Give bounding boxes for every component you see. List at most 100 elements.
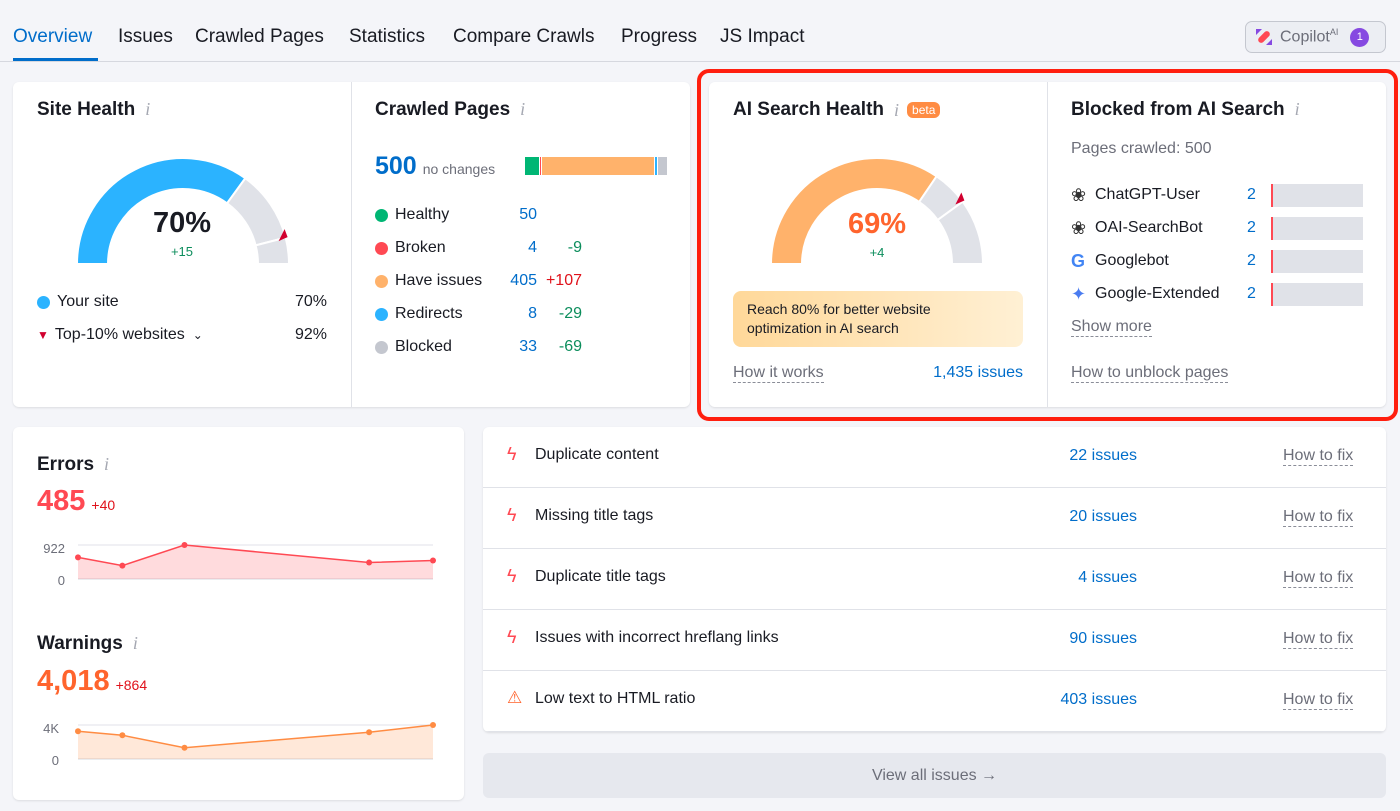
issue-label[interactable]: Duplicate content: [535, 446, 659, 463]
how-to-fix-link[interactable]: How to fix: [1283, 569, 1354, 588]
tab-compare-crawls[interactable]: Compare Crawls: [453, 26, 595, 47]
how-it-works-link[interactable]: How it works: [733, 364, 824, 383]
copilot-button[interactable]: CopilotAI 1: [1245, 21, 1386, 53]
issue-count[interactable]: 4 issues: [1078, 569, 1137, 586]
how-to-fix-link[interactable]: How to fix: [1283, 691, 1354, 710]
site-health-card: Site Health i 70% +15 Your site 70% ▼ Top-1…: [13, 82, 690, 407]
gauge-marker-icon: [955, 192, 965, 205]
unblock-pages-link[interactable]: How to unblock pages: [1071, 364, 1229, 383]
tab-issues[interactable]: Issues: [118, 26, 173, 47]
issue-count[interactable]: 403 issues: [1060, 691, 1138, 708]
errors-warnings-card: Errors i 485 +40 922 0 Warnings i 4,018 +864…: [13, 427, 464, 800]
tab-js-impact[interactable]: JS Impact: [720, 26, 805, 47]
data-point[interactable]: [119, 732, 126, 739]
tab-overview[interactable]: Overview: [13, 26, 93, 47]
status-dot: [375, 208, 388, 222]
show-more-link[interactable]: Show more: [1071, 318, 1152, 337]
copilot-icon: [1256, 29, 1272, 45]
legend-value: 92%: [294, 326, 327, 343]
how-to-fix-link[interactable]: How to fix: [1283, 630, 1354, 649]
status-dot: [375, 274, 388, 288]
stacked-bar-segment: [542, 157, 654, 175]
crawled-item[interactable]: Redirects 8 -29: [375, 304, 595, 324]
bot-row: ✦ Google-Extended 2: [1071, 282, 1363, 306]
data-point[interactable]: [430, 557, 436, 564]
status-dot: [375, 307, 388, 321]
bot-value[interactable]: 2: [1247, 252, 1256, 269]
bot-name: ChatGPT-User: [1095, 186, 1200, 203]
crawled-item[interactable]: Healthy 50: [375, 205, 595, 225]
bot-value[interactable]: 2: [1247, 186, 1256, 203]
issue-count[interactable]: 22 issues: [1069, 447, 1137, 464]
data-point[interactable]: [366, 559, 373, 566]
crawled-item-value: 33: [519, 338, 537, 355]
data-point[interactable]: [75, 554, 81, 561]
error-icon: ϟ: [507, 444, 517, 464]
info-icon[interactable]: i: [520, 99, 526, 119]
divider: [351, 82, 352, 407]
ai-health-value: 69%: [847, 208, 907, 240]
tab-progress[interactable]: Progress: [621, 26, 698, 47]
legend-top10: ▼ Top-10% websites ⌄ 92%: [37, 325, 327, 345]
data-point[interactable]: [366, 729, 373, 736]
data-point[interactable]: [181, 744, 188, 751]
errors-value[interactable]: 485: [37, 485, 86, 517]
crawled-total[interactable]: 500: [375, 152, 417, 180]
crawled-item-delta: -29: [558, 305, 582, 322]
issue-label[interactable]: Low text to HTML ratio: [535, 690, 696, 707]
data-point[interactable]: [181, 542, 188, 548]
warnings-y-max: 4K: [43, 721, 59, 736]
warnings-value[interactable]: 4,018: [37, 665, 110, 697]
bot-value[interactable]: 2: [1247, 285, 1256, 302]
info-icon[interactable]: i: [894, 99, 900, 120]
copilot-count-badge: 1: [1350, 27, 1370, 47]
crawled-item[interactable]: Have issues 405 +107: [375, 271, 595, 291]
blocked-title: Blocked from AI Search: [1071, 99, 1285, 120]
ai-notice: Reach 80% for better website optimizatio…: [733, 291, 1023, 347]
issue-label[interactable]: Issues with incorrect hreflang links: [535, 629, 779, 646]
tab-statistics[interactable]: Statistics: [349, 26, 426, 47]
issue-label[interactable]: Missing title tags: [535, 507, 654, 524]
crawled-item[interactable]: Blocked 33 -69: [375, 337, 595, 357]
gauge-fill: [75, 157, 247, 265]
beta-badge: beta: [907, 102, 941, 118]
tab-crawled-pages[interactable]: Crawled Pages: [195, 26, 324, 47]
how-to-fix-link[interactable]: How to fix: [1283, 508, 1354, 527]
ai-health-title: AI Search Health: [733, 99, 884, 120]
errors-delta: +40: [91, 497, 116, 513]
data-point[interactable]: [75, 728, 81, 735]
ai-issues-link[interactable]: 1,435 issues: [933, 364, 1023, 381]
info-icon[interactable]: i: [1294, 99, 1300, 119]
bot-row: G Googlebot 2: [1071, 249, 1363, 273]
site-health-title: Site Health: [37, 99, 136, 120]
warnings-y-min: 0: [51, 753, 59, 768]
bot-value[interactable]: 2: [1247, 219, 1256, 236]
top10-dropdown[interactable]: Top-10% websites: [54, 326, 185, 343]
info-icon[interactable]: i: [132, 633, 138, 653]
data-point[interactable]: [430, 722, 436, 728]
triangle-down-icon: ▼: [37, 328, 49, 342]
bot-bar: [1271, 249, 1363, 273]
legend-value: 70%: [294, 293, 327, 310]
crawled-pages-title: Crawled Pages: [375, 99, 511, 120]
crawled-item-label: Healthy: [395, 206, 450, 223]
chevron-down-icon[interactable]: ⌄: [192, 328, 203, 342]
bot-name: OAI-SearchBot: [1095, 219, 1203, 236]
bot-bar: [1271, 282, 1363, 306]
status-dot: [375, 340, 388, 354]
bot-row: ❀ OAI-SearchBot 2: [1071, 216, 1363, 240]
issue-count[interactable]: 90 issues: [1069, 630, 1137, 647]
ai-search-card: AI Search Health i beta 69% +4 Reach 80% f…: [709, 82, 1386, 407]
gauge-marker-icon: [278, 229, 288, 242]
copilot-label: Copilot: [1280, 28, 1330, 46]
info-icon[interactable]: i: [104, 454, 110, 474]
issue-label[interactable]: Duplicate title tags: [535, 568, 666, 585]
copilot-sup: AI: [1329, 27, 1339, 38]
crawled-item[interactable]: Broken 4 -9: [375, 238, 595, 258]
issue-count[interactable]: 20 issues: [1069, 508, 1137, 525]
view-all-issues-button[interactable]: View all issues →: [483, 753, 1386, 798]
info-icon[interactable]: i: [145, 99, 151, 119]
data-point[interactable]: [119, 562, 126, 569]
how-to-fix-link[interactable]: How to fix: [1283, 447, 1354, 466]
bot-bar: [1271, 183, 1363, 207]
